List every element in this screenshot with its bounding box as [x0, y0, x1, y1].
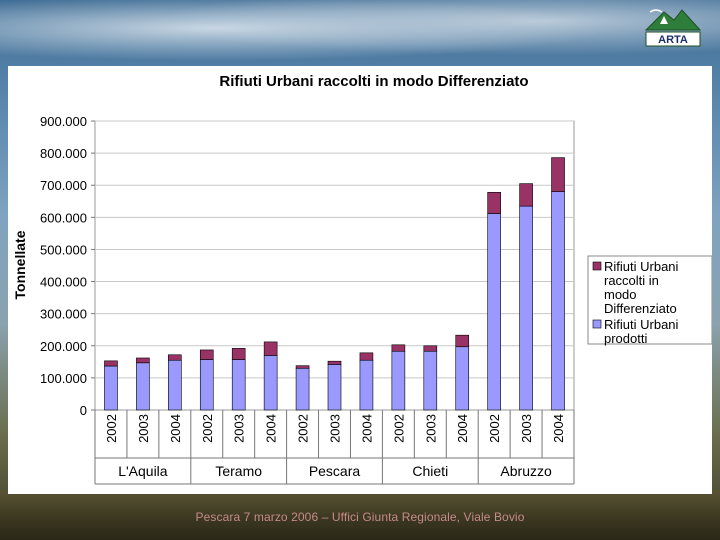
y-tick-label: 400.000 — [40, 275, 87, 290]
x-tick-label-year: 2003 — [232, 414, 247, 443]
x-tick-label-year: 2002 — [104, 414, 119, 443]
bar-prodotti — [168, 359, 182, 411]
x-tick-label-year: 2004 — [551, 414, 566, 443]
legend: Rifiuti Urbani raccolti in modo Differenzia… — [587, 255, 713, 346]
bar-prodotti — [136, 362, 150, 411]
footer-caption: Pescara 7 marzo 2006 – Uffici Giunta Reg… — [195, 510, 525, 524]
x-tick-label-year: 2002 — [200, 414, 215, 443]
bar-differenziato — [455, 334, 470, 348]
chart-title: Rifiuti Urbani raccolti in modo Differen… — [219, 73, 528, 90]
x-tick-label-year: 2003 — [519, 414, 534, 443]
arta-logo: ARTA — [640, 6, 704, 52]
svg-text:ARTA: ARTA — [658, 34, 688, 46]
chart-panel: Rifiuti Urbani raccolti in modo Differen… — [8, 66, 713, 494]
x-group-label: Chieti — [412, 463, 448, 479]
x-group-label: L'Aquila — [118, 463, 168, 479]
bar-prodotti — [359, 359, 374, 411]
y-axis-label: Tonnellate — [12, 230, 28, 299]
bar-differenziato — [551, 157, 565, 192]
y-tick-label: 300.000 — [40, 307, 87, 322]
x-group-label: Pescara — [309, 463, 361, 479]
bar-prodotti — [231, 359, 246, 411]
x-tick-label-year: 2003 — [328, 414, 343, 443]
y-tick-label: 0 — [80, 403, 87, 418]
y-tick-label: 100.000 — [40, 371, 87, 386]
bar-prodotti — [391, 350, 406, 411]
y-tick-label: 200.000 — [40, 339, 87, 354]
background-ground — [0, 490, 720, 540]
x-tick-label-year: 2003 — [136, 414, 151, 443]
bar-prodotti — [423, 350, 438, 411]
bar-prodotti — [455, 346, 470, 411]
bar-differenziato — [168, 354, 182, 361]
y-tick-label: 500.000 — [40, 242, 87, 257]
legend-swatch-differenziato — [592, 261, 602, 271]
bars — [104, 157, 565, 411]
bar-prodotti — [327, 364, 342, 411]
bar-differenziato — [423, 345, 438, 352]
bar-prodotti — [551, 191, 565, 411]
y-tick-label: 800.000 — [40, 146, 87, 161]
y-tick-label: 600.000 — [40, 210, 87, 225]
bar-prodotti — [519, 205, 533, 411]
x-group-label: Abruzzo — [500, 463, 552, 479]
y-tick-label: 900.000 — [40, 114, 87, 129]
bar-differenziato — [295, 365, 310, 369]
x-tick-label-year: 2004 — [359, 414, 374, 443]
bar-prodotti — [104, 365, 118, 411]
x-tick-label-year: 2004 — [168, 414, 183, 443]
legend-swatch-prodotti — [592, 319, 602, 329]
bar-differenziato — [104, 360, 118, 367]
y-axis-ticks: 0 100.000 200.000 300.000 400.000 500.000 600.… — [40, 114, 95, 418]
bar-differenziato — [231, 348, 246, 360]
x-tick-label-year: 2004 — [455, 414, 470, 443]
x-tick-label-year: 2002 — [391, 414, 406, 443]
x-tick-label-year: 2002 — [487, 414, 502, 443]
bar-differenziato — [359, 352, 374, 361]
arta-logo-graphic: ARTA — [644, 9, 702, 47]
x-axis: 2002 2003 2004 2002 2003 2004 2002 2003 2004 2002… — [94, 410, 575, 485]
legend-box — [587, 255, 713, 345]
bar-differenziato — [519, 183, 533, 207]
bar-prodotti — [487, 213, 501, 411]
bar-prodotti — [199, 359, 214, 411]
legend-label: Rifiuti Urbani prodotti — [604, 317, 679, 346]
x-tick-label-year: 2002 — [296, 414, 311, 443]
bar-differenziato — [327, 360, 342, 365]
background-sky — [0, 0, 720, 70]
bar-prodotti — [295, 367, 310, 411]
x-tick-label-year: 2003 — [423, 414, 438, 443]
x-group-label: Teramo — [215, 463, 262, 479]
bar-differenziato — [391, 344, 406, 352]
y-tick-label: 700.000 — [40, 178, 87, 193]
legend-label: Rifiuti Urbani raccolti in modo Differenzia… — [604, 259, 679, 316]
bar-differenziato — [487, 191, 501, 214]
bar-prodotti — [263, 355, 278, 411]
bar-differenziato — [199, 349, 214, 360]
x-tick-label-year: 2004 — [264, 414, 279, 443]
bar-differenziato — [263, 341, 278, 356]
bar-differenziato — [136, 357, 150, 364]
stacked-bar-chart: Rifiuti Urbani raccolti in modo Differen… — [12, 73, 713, 485]
